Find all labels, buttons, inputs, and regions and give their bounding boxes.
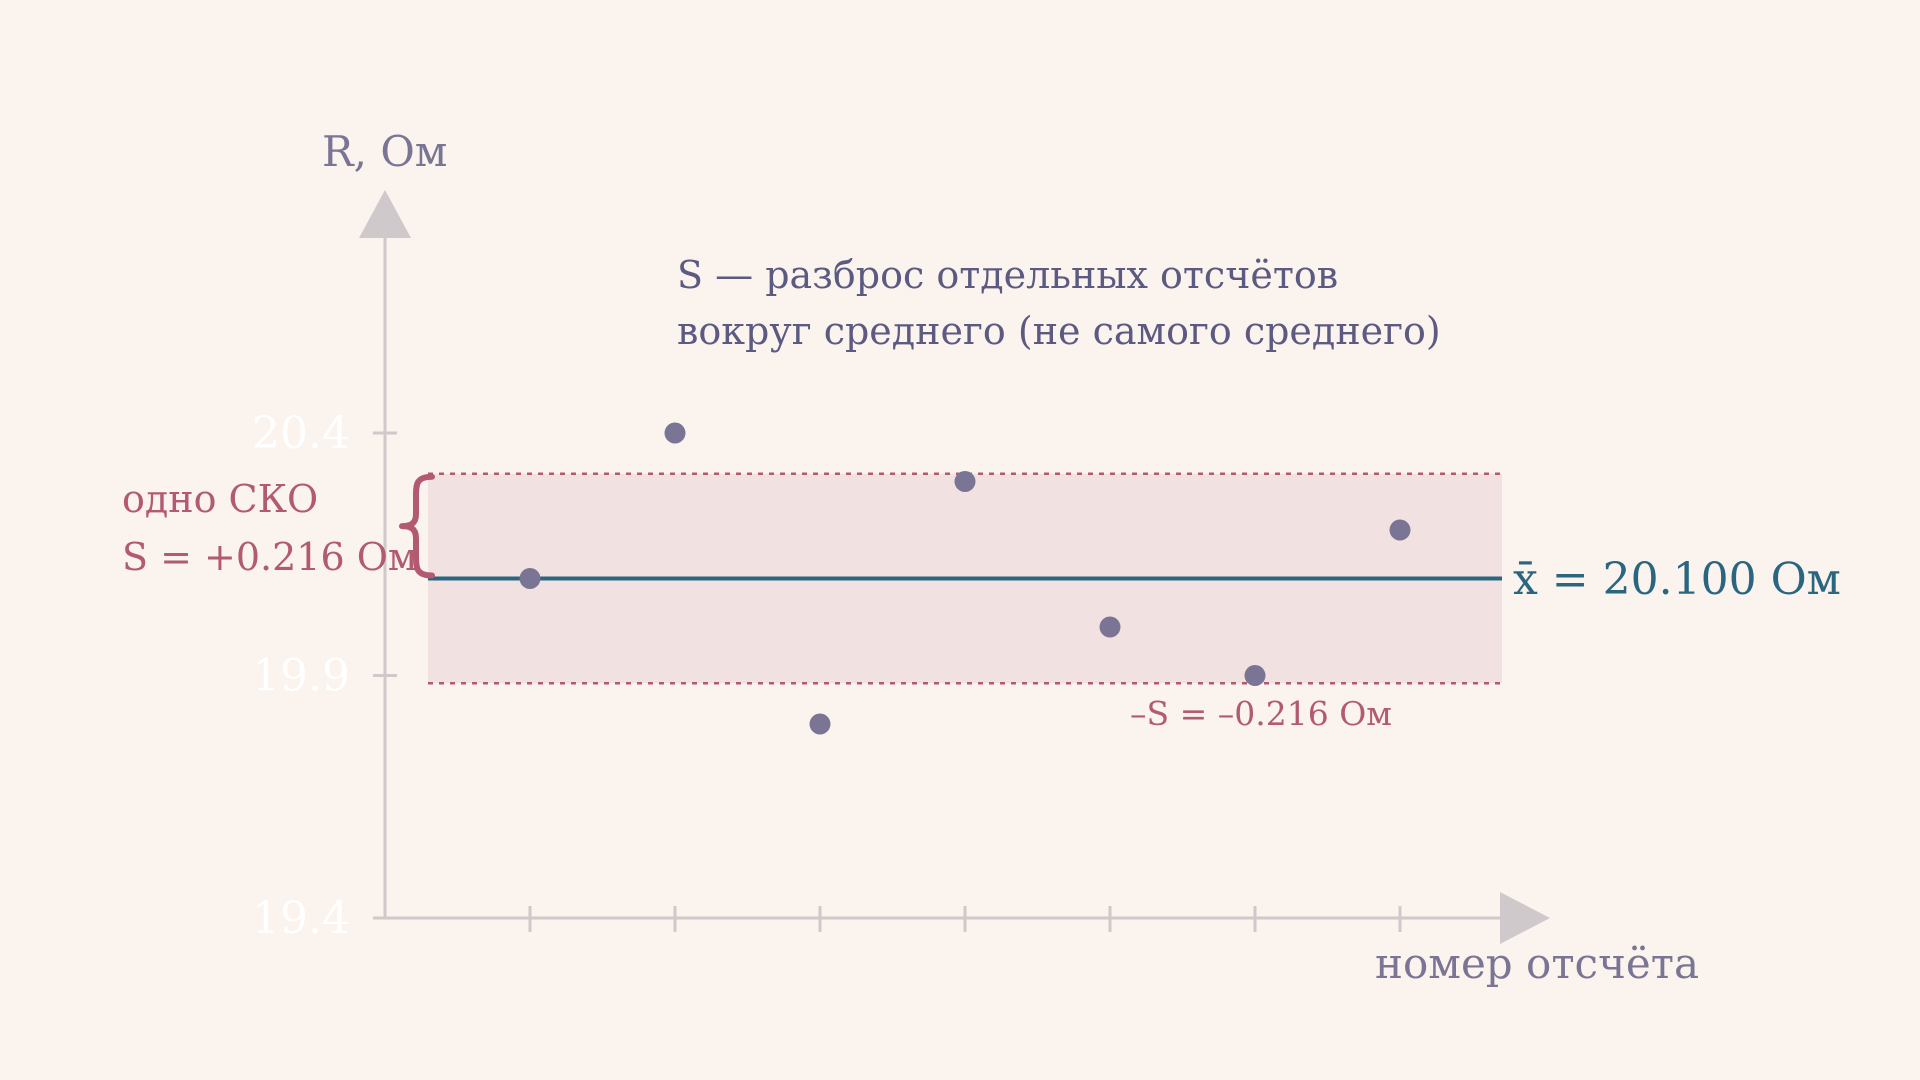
data-points xyxy=(519,422,1411,735)
x-axis-arrow xyxy=(1500,892,1550,944)
x-ticks xyxy=(528,906,1402,932)
sd-minus-label: –S = –0.216 Ом xyxy=(1130,694,1392,733)
y-tick-label: 19.9 xyxy=(252,651,350,702)
annotation-line-1: S — разброс отдельных отсчётов xyxy=(677,253,1338,297)
mean-label: x̄ = 20.100 Ом xyxy=(1513,554,1841,605)
y-tick-label: 19.4 xyxy=(252,893,350,944)
data-point xyxy=(954,471,976,492)
x-axis-title: номер отсчёта xyxy=(1375,939,1699,988)
annotation-line-2: вокруг среднего (не самого среднего) xyxy=(677,309,1441,353)
data-point xyxy=(664,422,686,444)
y-ticks: 19.4 19.9 20.4 xyxy=(252,408,397,944)
y-axis-arrow xyxy=(359,190,411,238)
data-point xyxy=(519,568,541,589)
sd-label-line-1: одно СКО xyxy=(122,477,318,521)
data-point xyxy=(1244,665,1266,686)
y-axis-title: R, Ом xyxy=(322,127,447,176)
y-tick-label: 20.4 xyxy=(252,408,350,459)
sd-label-line-2: S = +0.216 Ом xyxy=(122,535,417,579)
data-point xyxy=(1389,519,1411,541)
data-point xyxy=(1099,616,1121,638)
sd-brace xyxy=(399,473,435,579)
data-point xyxy=(809,713,831,735)
